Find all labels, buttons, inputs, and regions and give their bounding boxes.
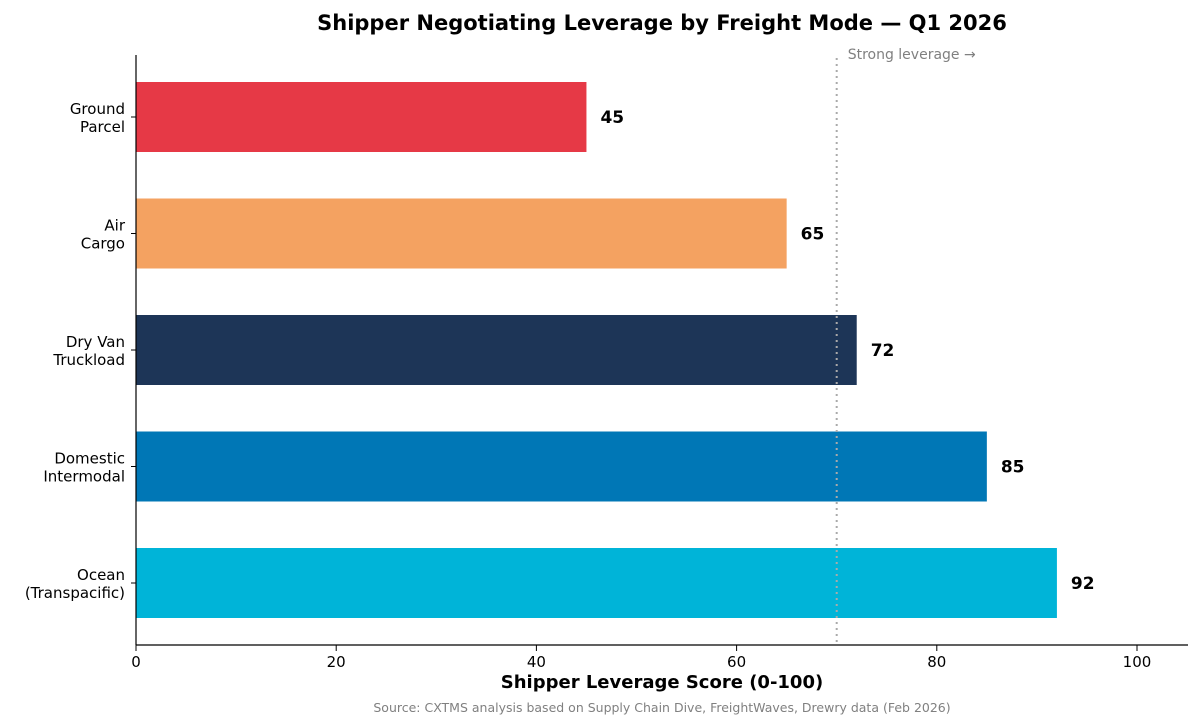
bar-3 xyxy=(136,431,987,502)
bar-1 xyxy=(136,198,787,269)
y-tick-label-2-1: Truckload xyxy=(52,351,125,369)
x-axis-label: Shipper Leverage Score (0-100) xyxy=(501,672,823,693)
y-tick-label-0-1: Parcel xyxy=(80,118,125,136)
data-label-0: 45 xyxy=(600,108,624,128)
y-tick-label-3-0: Domestic xyxy=(54,450,125,468)
x-tick-label-4: 80 xyxy=(927,653,946,671)
chart-title: Shipper Negotiating Leverage by Freight … xyxy=(317,11,1007,35)
y-tick-label-4-1: (Transpacific) xyxy=(25,584,125,602)
bar-0 xyxy=(136,82,587,152)
y-tick-label-1-1: Cargo xyxy=(81,235,125,253)
bar-4 xyxy=(136,548,1057,618)
source-note: Source: CXTMS analysis based on Supply C… xyxy=(373,700,950,715)
y-tick-label-4-0: Ocean xyxy=(77,566,125,584)
data-label-4: 92 xyxy=(1071,574,1095,594)
reference-line-label: Strong leverage → xyxy=(848,47,976,63)
y-tick-label-2-0: Dry Van xyxy=(66,333,125,351)
x-tick-label-0: 0 xyxy=(131,653,141,671)
y-tick-label-0-0: Ground xyxy=(70,100,125,118)
x-tick-label-1: 20 xyxy=(327,653,346,671)
x-tick-label-2: 40 xyxy=(527,653,546,671)
data-label-2: 72 xyxy=(871,341,895,361)
data-label-1: 65 xyxy=(801,225,825,245)
data-label-3: 85 xyxy=(1001,458,1025,478)
bar-2 xyxy=(136,315,857,385)
y-tick-label-1-0: Air xyxy=(104,217,125,235)
x-tick-label-3: 60 xyxy=(727,653,746,671)
y-tick-label-3-1: Intermodal xyxy=(43,468,125,486)
x-tick-label-5: 100 xyxy=(1123,653,1152,671)
